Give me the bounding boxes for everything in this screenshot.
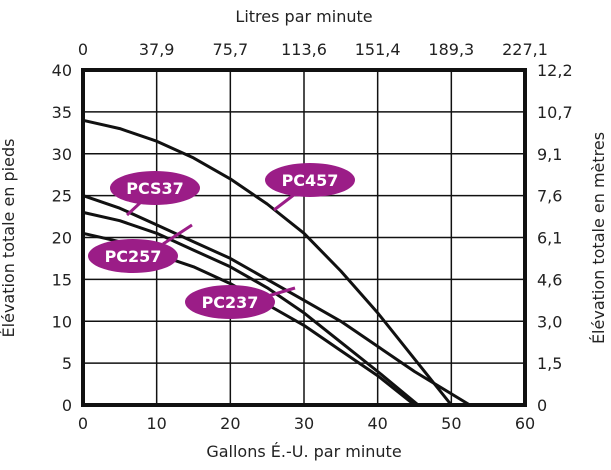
leader-line [125, 201, 142, 217]
y-right-tick-label: 0 [537, 396, 547, 415]
right-axis-title: Élévation totale en mètres [589, 132, 608, 344]
x-tick-label: 50 [441, 414, 461, 433]
label-badge [110, 171, 200, 205]
top-tick-labels: 0 37,9 75,7 113,6 151,4 189,3 227,1 [78, 40, 548, 59]
y-right-tick-label: 4,6 [537, 270, 562, 289]
y-tick-label: 15 [52, 270, 72, 289]
y-tick-label: 35 [52, 103, 72, 122]
x-tick-label: 30 [294, 414, 314, 433]
x-top-tick-label: 227,1 [502, 40, 548, 59]
curve-label-pc257: PC257 [88, 223, 193, 273]
curve-labels: PC457 PCS37 PC257 PC237 [88, 163, 355, 319]
right-tick-labels: 0 1,5 3,0 4,6 6,1 7,6 9,1 10,7 12,2 [537, 61, 573, 415]
bottom-tick-labels: 0 10 20 30 40 50 60 [78, 414, 535, 433]
y-right-tick-label: 9,1 [537, 145, 562, 164]
plot-frame [81, 68, 527, 407]
label-badge [88, 239, 178, 273]
top-axis-title: Litres par minute [235, 7, 372, 26]
y-tick-label: 20 [52, 229, 72, 248]
y-tick-label: 5 [62, 354, 72, 373]
series-name: PC257 [105, 247, 162, 266]
series-name: PC237 [202, 293, 259, 312]
x-tick-label: 20 [220, 414, 240, 433]
y-tick-label: 40 [52, 61, 72, 80]
x-top-tick-label: 151,4 [355, 40, 401, 59]
y-tick-label: 10 [52, 312, 72, 331]
y-right-tick-label: 3,0 [537, 312, 562, 331]
curve-label-pc237: PC237 [185, 285, 296, 319]
curve-pc257 [81, 210, 420, 407]
left-tick-labels: 0 5 10 15 20 25 30 35 40 [52, 61, 72, 415]
series-name: PCS37 [126, 179, 184, 198]
label-badge [185, 285, 275, 319]
y-tick-label: 30 [52, 145, 72, 164]
y-right-tick-label: 7,6 [537, 187, 562, 206]
bottom-axis-title: Gallons É.-U. par minute [206, 442, 401, 461]
x-top-tick-label: 75,7 [213, 40, 249, 59]
y-tick-label: 0 [62, 396, 72, 415]
x-tick-label: 40 [367, 414, 387, 433]
series-name: PC457 [282, 171, 339, 190]
curve-pc457 [81, 118, 453, 407]
x-tick-label: 60 [515, 414, 535, 433]
leader-line [162, 223, 193, 246]
x-top-tick-label: 189,3 [428, 40, 474, 59]
leader-line [267, 286, 296, 298]
grid-lines [83, 70, 525, 405]
label-badge [265, 163, 355, 197]
x-tick-label: 0 [78, 414, 88, 433]
curve-pcs37 [81, 194, 472, 407]
x-top-tick-label: 113,6 [281, 40, 327, 59]
y-right-tick-label: 1,5 [537, 354, 562, 373]
y-tick-label: 25 [52, 187, 72, 206]
curve-label-pc457: PC457 [265, 163, 355, 212]
x-top-tick-label: 37,9 [139, 40, 175, 59]
y-right-tick-label: 12,2 [537, 61, 573, 80]
y-right-tick-label: 6,1 [537, 229, 562, 248]
x-tick-label: 10 [146, 414, 166, 433]
leader-line [273, 192, 296, 212]
curve-label-pcs37: PCS37 [110, 171, 200, 217]
left-axis-title: Élévation totale en pieds [0, 139, 18, 338]
y-right-tick-label: 10,7 [537, 103, 573, 122]
x-top-tick-label: 0 [78, 40, 88, 59]
